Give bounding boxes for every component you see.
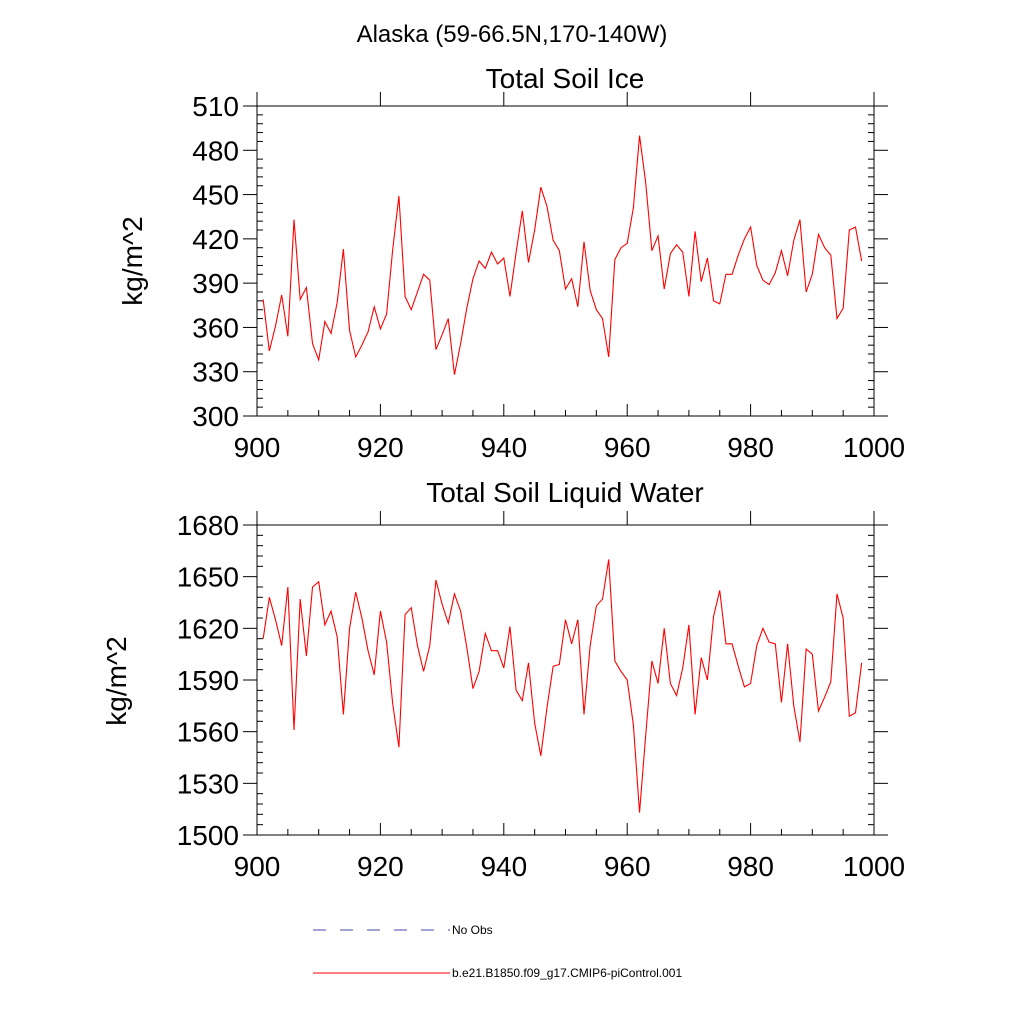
soil-liquid-xtick-label: 980: [727, 851, 774, 882]
soil-ice-xtick-label: 900: [234, 432, 281, 463]
soil-liquid-ytick-label: 1590: [177, 665, 239, 696]
soil-liquid-ytick-label: 1680: [177, 510, 239, 541]
soil-liquid-plot-frame: [256, 524, 875, 836]
soil-ice-ytick-label: 420: [192, 224, 239, 255]
soil-liquid-ytick-label: 1650: [177, 562, 239, 593]
soil-ice-series-line: [262, 135, 863, 375]
soil-ice-xtick-label: 1000: [843, 432, 905, 463]
soil-ice-ylabel: kg/m^2: [117, 216, 148, 305]
legend-obs-label: No Obs: [452, 923, 493, 937]
soil-liquid-ytick-label: 1500: [177, 820, 239, 851]
soil-liquid-series-line: [262, 559, 863, 813]
soil-liquid-ticks: 900 920 940 960 980 1000 1500 1530 1560 1590 1620 1…: [177, 510, 905, 882]
soil-ice-xtick-label: 920: [357, 432, 404, 463]
soil-ice-ytick-label: 330: [192, 357, 239, 388]
soil-liquid-xtick-label: 940: [480, 851, 527, 882]
soil-liquid-title: Total Soil Liquid Water: [426, 477, 704, 508]
soil-ice-panel: Total Soil Ice kg/m^2 900 920 940 960 980 100…: [117, 63, 905, 463]
soil-ice-ticks: 900 920 940 960 980 1000 300 330 360 390 420 450 480…: [192, 91, 905, 463]
legend: No Obs b.e21.B1850.f09_g17.CMIP6-piContr…: [313, 923, 682, 980]
soil-liquid-ytick-label: 1560: [177, 717, 239, 748]
soil-liquid-ylabel: kg/m^2: [101, 636, 132, 725]
figure-title: Alaska (59-66.5N,170-140W): [357, 21, 668, 48]
legend-model-label: b.e21.B1850.f09_g17.CMIP6-piControl.001: [452, 966, 682, 980]
soil-liquid-ytick-label: 1620: [177, 613, 239, 644]
soil-ice-title: Total Soil Ice: [486, 63, 645, 94]
soil-ice-xtick-label: 980: [727, 432, 774, 463]
soil-ice-ytick-label: 510: [192, 91, 239, 122]
soil-ice-ytick-label: 390: [192, 268, 239, 299]
soil-ice-xtick-label: 960: [604, 432, 651, 463]
soil-liquid-xtick-label: 900: [234, 851, 281, 882]
soil-ice-ytick-label: 450: [192, 180, 239, 211]
soil-liquid-xtick-label: 960: [604, 851, 651, 882]
soil-ice-xtick-label: 940: [480, 432, 527, 463]
soil-ice-plot-frame: [256, 105, 875, 417]
soil-liquid-xtick-label: 920: [357, 851, 404, 882]
soil-ice-ytick-label: 360: [192, 312, 239, 343]
soil-liquid-xtick-label: 1000: [843, 851, 905, 882]
soil-ice-ytick-label: 300: [192, 401, 239, 432]
soil-ice-ytick-label: 480: [192, 135, 239, 166]
soil-liquid-ytick-label: 1530: [177, 768, 239, 799]
soil-liquid-panel: Total Soil Liquid Water kg/m^2 900 920 940…: [101, 477, 905, 882]
